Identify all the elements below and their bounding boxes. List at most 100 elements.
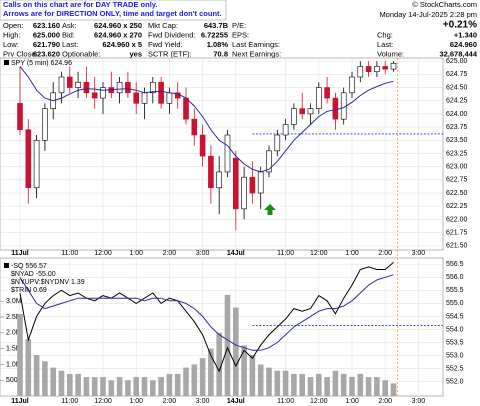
x-tick-label: 3:00 bbox=[412, 250, 426, 257]
info-label: Volume: bbox=[377, 49, 404, 58]
info-label: Last: bbox=[62, 40, 78, 49]
candle-body bbox=[25, 129, 32, 189]
candle-body bbox=[100, 87, 106, 99]
x-tick-label: 11Jul bbox=[11, 398, 29, 405]
candle-body bbox=[199, 134, 206, 157]
candle-body bbox=[133, 92, 139, 104]
notice: Calls on this chart are for DAY TRADE on… bbox=[3, 0, 157, 9]
volume-bar bbox=[100, 377, 106, 396]
candle-body bbox=[374, 66, 380, 73]
volume-bar bbox=[349, 377, 355, 396]
volume-bar bbox=[299, 373, 305, 396]
candle-body bbox=[324, 87, 330, 99]
x-tick-label: 1:00 bbox=[129, 250, 143, 257]
candle-body bbox=[291, 108, 297, 125]
legend-swatch bbox=[4, 60, 9, 65]
y-tick-label: 553.0 bbox=[446, 352, 464, 359]
info-label: Fwd Dividend: bbox=[148, 30, 196, 39]
legend-label: -SQ 556.57 bbox=[11, 263, 47, 270]
info-value: 624.960 bbox=[450, 40, 477, 49]
x-tick-label: 2:00 bbox=[378, 250, 392, 257]
y-tick-label: 624.25 bbox=[446, 98, 468, 105]
candle-body bbox=[241, 176, 247, 210]
info-label: Next Earnings: bbox=[232, 49, 281, 58]
info-label: Prv Close: bbox=[3, 49, 38, 58]
volume-bar bbox=[224, 294, 231, 396]
x-tick-label: 2:00 bbox=[163, 250, 177, 257]
y-tick-label: 555.0 bbox=[446, 300, 464, 307]
moving-average bbox=[19, 274, 394, 351]
volume-bar bbox=[50, 367, 56, 396]
candle-body bbox=[116, 81, 123, 94]
info-label: Low: bbox=[3, 40, 19, 49]
y-tick-label: 625.00 bbox=[446, 58, 468, 65]
volume-bar bbox=[83, 377, 90, 396]
info-label: Last: bbox=[377, 40, 393, 49]
x-tick-label: 11:00 bbox=[277, 250, 294, 257]
info-value: 623.620 bbox=[33, 49, 60, 58]
candle-body bbox=[257, 171, 264, 194]
info-label: Mkt Cap: bbox=[148, 21, 178, 30]
candle-body bbox=[382, 66, 389, 70]
volume-bar bbox=[108, 380, 115, 396]
candle-body bbox=[216, 171, 222, 189]
candle-body bbox=[282, 124, 289, 136]
volume-bar bbox=[307, 377, 314, 396]
volume-bar bbox=[166, 373, 173, 396]
info-value: 643.7B bbox=[204, 21, 229, 30]
info-label: High: bbox=[3, 30, 21, 39]
volume-bar bbox=[158, 377, 164, 396]
legend-label: SPY (5 min) 624.96 bbox=[11, 60, 72, 67]
volume-bar bbox=[324, 377, 330, 396]
x-tick-label: 12:00 bbox=[310, 398, 328, 405]
info-value: 1.08% bbox=[207, 40, 229, 49]
volume-bar bbox=[91, 377, 98, 396]
candle-body bbox=[390, 62, 397, 70]
y2-tick-label: 2.5M bbox=[6, 314, 22, 321]
plot-area bbox=[0, 57, 444, 251]
volume-bar bbox=[75, 373, 81, 396]
y-tick-label: 622.75 bbox=[446, 177, 468, 184]
info-value: 625.000 bbox=[33, 30, 60, 39]
candle-body bbox=[307, 108, 314, 115]
candle-body bbox=[166, 92, 173, 104]
volume-bar bbox=[116, 377, 123, 396]
candle-body bbox=[83, 81, 90, 94]
y-tick-label: 623.25 bbox=[446, 150, 468, 157]
y-tick-label: 552.0 bbox=[446, 378, 464, 385]
candle-body bbox=[67, 76, 73, 88]
y-tick-label: 623.75 bbox=[446, 124, 468, 131]
moving-average bbox=[19, 66, 394, 173]
notice: Arrows are for DIRECTION ONLY, time and … bbox=[3, 9, 222, 18]
x-tick-label: 11:00 bbox=[61, 250, 78, 257]
candle-body bbox=[357, 66, 364, 78]
candle-body bbox=[224, 134, 231, 173]
candle-body bbox=[91, 92, 98, 99]
candle-body bbox=[42, 108, 48, 141]
change-pct: +0.21% bbox=[443, 20, 477, 31]
x-tick-label: 3:00 bbox=[196, 250, 210, 257]
y-tick-label: 554.0 bbox=[446, 326, 464, 333]
volume-bar bbox=[208, 348, 214, 396]
x-tick-label: 11:00 bbox=[61, 398, 78, 405]
info-value: 624.960 x 5 bbox=[102, 40, 142, 49]
y-tick-label: 555.5 bbox=[446, 287, 464, 294]
info-label: P/E: bbox=[232, 21, 246, 30]
x-tick-label: 1:00 bbox=[129, 398, 143, 405]
candle-body bbox=[125, 81, 131, 94]
y-tick-label: 554.5 bbox=[446, 313, 464, 320]
y-tick-label: 624.75 bbox=[446, 71, 468, 78]
direction-arrow bbox=[264, 204, 276, 215]
y-tick-label: 622.25 bbox=[446, 203, 468, 210]
info-label: Last Earnings: bbox=[232, 40, 280, 49]
volume-bar bbox=[191, 364, 198, 396]
x-tick-label: 14Jul bbox=[227, 398, 245, 405]
volume-bar bbox=[257, 364, 264, 396]
x-tick-label: 14Jul bbox=[227, 250, 245, 257]
candle-body bbox=[299, 108, 306, 115]
info-value: 621.790 bbox=[33, 40, 60, 49]
info-value: 623.160 bbox=[33, 21, 60, 30]
volume-bar bbox=[340, 373, 347, 396]
volume-bar bbox=[33, 354, 40, 396]
